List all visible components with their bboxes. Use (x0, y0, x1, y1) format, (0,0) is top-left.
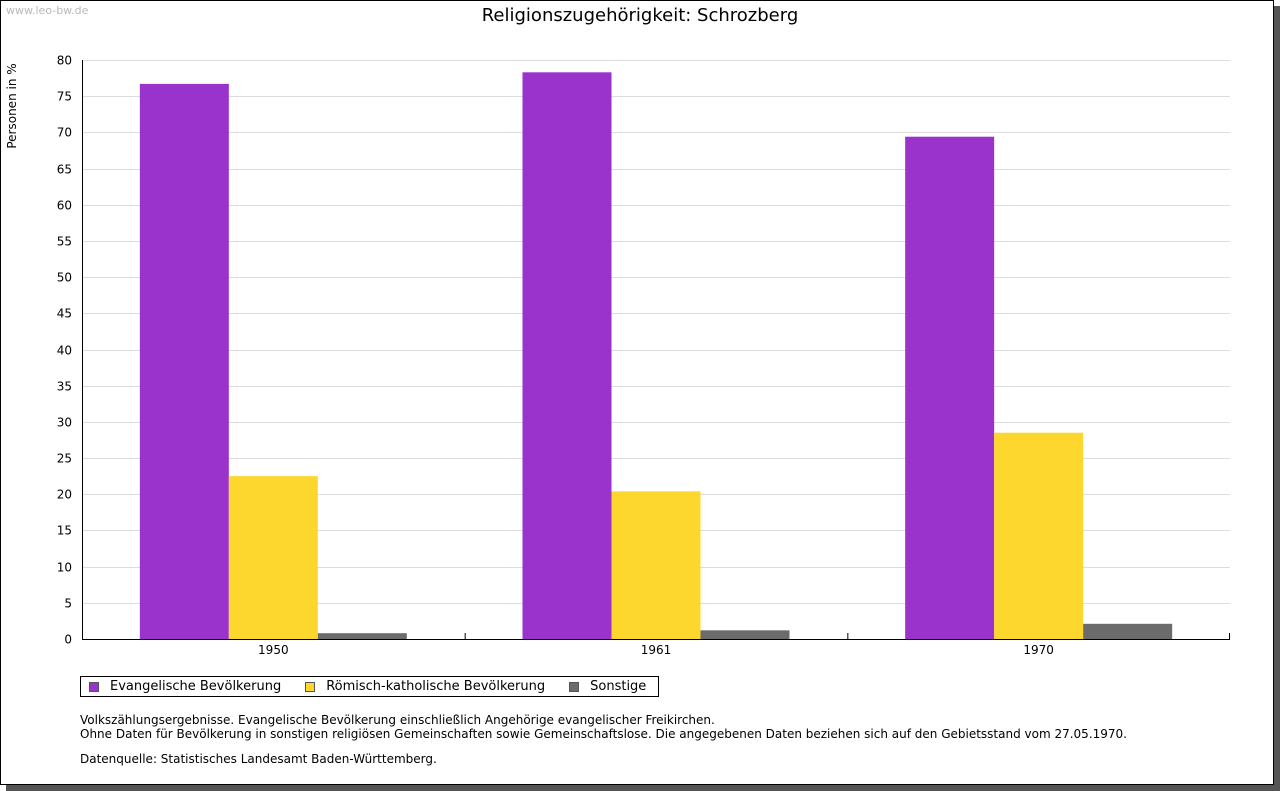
x-tick-label: 1970 (1023, 643, 1054, 657)
bar (905, 136, 995, 639)
y-tick-label: 60 (57, 199, 72, 213)
y-tick-label: 20 (57, 488, 72, 502)
y-axis-label: Personen in % (5, 63, 19, 148)
legend-item-evangelisch: Evangelische Bevölkerung (89, 679, 281, 694)
bar (994, 432, 1084, 639)
y-tick-label: 45 (57, 307, 72, 321)
y-tick-label: 0 (64, 633, 72, 647)
bar (522, 72, 612, 639)
y-tick-label: 30 (57, 416, 72, 430)
axes (82, 60, 1230, 640)
legend-item-sonstige: Sonstige (569, 679, 646, 694)
note-line-1: Volkszählungsergebnisse. Evangelische Be… (80, 713, 715, 727)
legend-label-katholisch: Römisch-katholische Bevölkerung (326, 679, 546, 694)
legend-item-katholisch: Römisch-katholische Bevölkerung (305, 679, 545, 694)
y-tick-label: 5 (64, 597, 72, 611)
bar (139, 83, 229, 640)
y-tick-label: 70 (57, 126, 72, 140)
legend-label-evangelisch: Evangelische Bevölkerung (110, 679, 282, 694)
y-tick-label: 10 (57, 561, 72, 575)
y-tick-label: 40 (57, 344, 72, 358)
bar (700, 630, 790, 639)
chart-notes: Volkszählungsergebnisse. Evangelische Be… (80, 713, 1127, 766)
y-tick-label: 15 (57, 524, 72, 538)
data-source: Datenquelle: Statistisches Landesamt Bad… (80, 752, 437, 766)
bar (228, 476, 318, 639)
y-tick-label: 35 (57, 380, 72, 394)
frame-shadow-bottom (6, 785, 1280, 791)
legend-swatch-katholisch (305, 681, 316, 692)
y-tick-label: 50 (57, 271, 72, 285)
bar (611, 491, 701, 639)
y-tick-label: 75 (57, 90, 72, 104)
y-tick-label: 80 (57, 54, 72, 68)
watermark: www.leo-bw.de (6, 4, 89, 17)
y-tick-label: 65 (57, 163, 72, 177)
y-tick-label: 55 (57, 235, 72, 249)
y-tick-labels: 0 5 10 15 20 25 30 35 40 45 50 55 60 65 70 75 80 (57, 54, 72, 647)
note-line-2: Ohne Daten für Bevölkerung in sonstigen … (80, 727, 1127, 741)
grid-lines (82, 60, 1230, 604)
legend-swatch-evangelisch (89, 681, 99, 692)
x-tick-label: 1950 (258, 643, 289, 657)
legend: Evangelische Bevölkerung Römisch-katholi… (80, 676, 660, 697)
bar (317, 633, 407, 639)
legend-label-sonstige: Sonstige (590, 679, 647, 694)
y-tick-label: 25 (57, 452, 72, 466)
x-tick-label: 1961 (641, 643, 672, 657)
legend-swatch-sonstige (569, 681, 580, 692)
bar-chart: Religionszugehörigkeit: Schrozberg Perso… (5, 5, 1230, 657)
bars (139, 72, 1173, 640)
x-tick-labels: 1950 1961 1970 (258, 643, 1054, 657)
bar (1083, 623, 1173, 639)
chart-title: Religionszugehörigkeit: Schrozberg (482, 5, 799, 26)
frame-shadow-right (1274, 6, 1280, 791)
